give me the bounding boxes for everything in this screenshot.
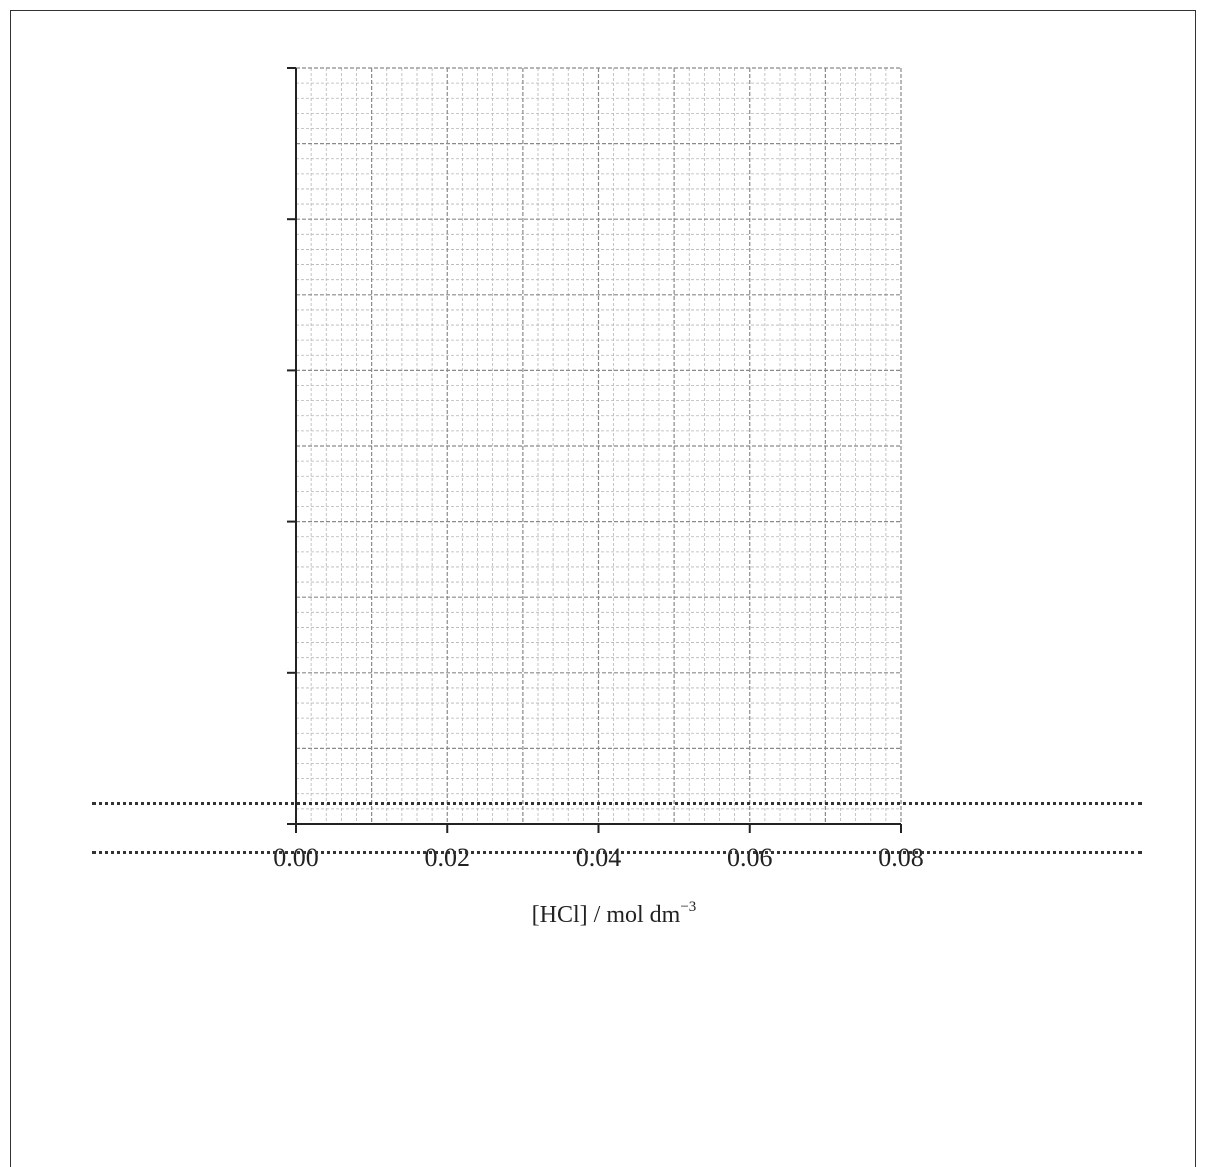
x-tick-label: 0.02	[425, 843, 471, 872]
x-tick-labels: 0.00 0.02 0.04 0.06 0.08	[273, 843, 924, 872]
x-axis-title-superscript: −3	[680, 899, 696, 915]
answer-line-2[interactable]	[92, 851, 1142, 854]
page-frame	[10, 10, 1196, 1167]
x-tick-label: 0.06	[727, 843, 773, 872]
answer-line-1[interactable]	[92, 802, 1142, 805]
x-axis-title: [HCl] / mol dm−3	[532, 899, 697, 928]
major-grid	[296, 67, 902, 824]
ticks	[287, 67, 902, 833]
x-axis-title-main: [HCl] / mol dm	[532, 902, 681, 928]
x-tick-label: 0.00	[273, 843, 319, 872]
x-tick-label: 0.08	[878, 843, 924, 872]
x-tick-label: 0.04	[576, 843, 622, 872]
